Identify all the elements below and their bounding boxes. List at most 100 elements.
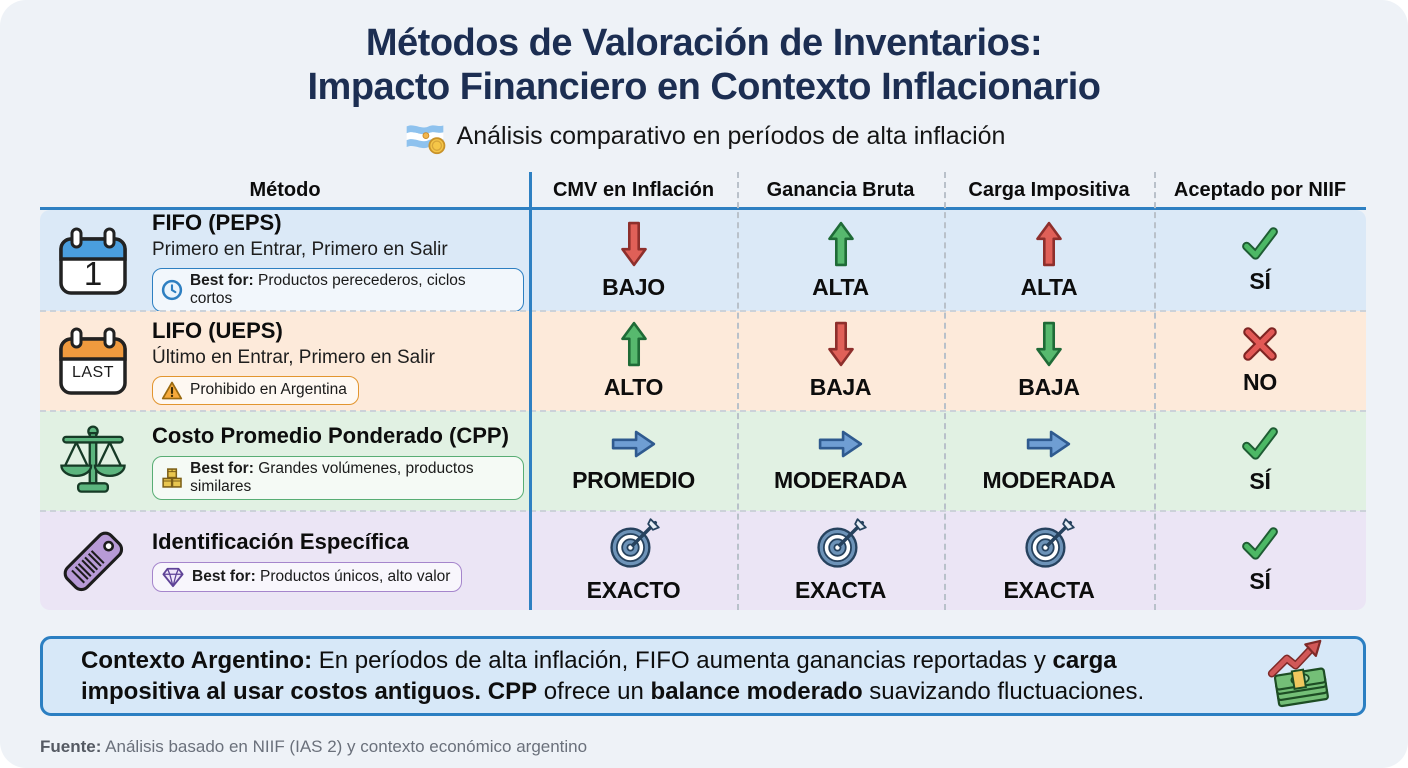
table-cell: SÍ (1154, 411, 1366, 511)
method-subtitle: Primero en Entrar, Primero en Salir (152, 238, 448, 260)
cell-value: ALTA (812, 273, 869, 300)
badge-text: Productos perecederos, ciclos cortos (189, 271, 466, 307)
subtitle-text: Análisis comparativo en períodos de alta… (456, 121, 1006, 150)
arrow-down-red-icon (619, 221, 649, 267)
table-cell: SÍ (1154, 210, 1366, 311)
target-icon (815, 518, 867, 570)
money-growth-icon (1263, 637, 1337, 716)
cell-value: EXACTA (794, 576, 887, 603)
badge-text: Grandes volúmenes, productos similares (190, 459, 474, 495)
table-row-lifo: LAST LIFO (UEPS) Último en Entrar, Prime… (40, 311, 1366, 411)
arrow-up-green-icon (619, 321, 649, 367)
arrow-down-red-icon (826, 321, 856, 367)
calendar-last-icon: LAST (54, 322, 132, 400)
cell-value: BAJA (809, 374, 872, 400)
method-title: Costo Promedio Ponderado (CPP) (152, 422, 509, 448)
method-cell-lifo: LAST LIFO (UEPS) Último en Entrar, Prime… (40, 311, 530, 411)
scale-icon (54, 422, 132, 500)
table-row-cpp: Costo Promedio Ponderado (CPP) Best for:… (40, 411, 1366, 511)
cell-value: MODERADA (773, 467, 908, 493)
prohibido-badge: Prohibido en Argentina (152, 375, 359, 405)
row-divider (40, 310, 1366, 312)
diamond-icon (161, 566, 185, 588)
method-cell-identificacion: Identificación Específica Best for: Prod… (40, 511, 530, 610)
column-divider (1154, 172, 1156, 610)
table-cell: MODERADA (737, 411, 944, 511)
best-for-badge: Best for: Productos perecederos, ciclos … (152, 267, 524, 312)
cell-value: ALTA (1020, 273, 1078, 300)
table-cell: EXACTO (530, 511, 737, 610)
page-title-line2: Impacto Financiero en Contexto Inflacion… (307, 66, 1102, 108)
method-cell-cpp: Costo Promedio Ponderado (CPP) Best for:… (40, 411, 530, 511)
cell-value: SÍ (1249, 567, 1271, 594)
table-cell: BAJA (944, 311, 1154, 411)
table-row-fifo: 1 FIFO (PEPS) Primero en Entrar, Primero… (40, 210, 1366, 312)
cell-value: EXACTA (1003, 576, 1095, 603)
context-line1: Contexto Argentino: En períodos de alta … (81, 647, 1117, 674)
calendar-label: 1 (83, 254, 103, 292)
clock-icon (161, 279, 183, 301)
calendar-first-icon: 1 (54, 222, 132, 300)
table-cell: NO (1154, 311, 1366, 411)
warning-icon (161, 380, 183, 401)
column-divider (737, 172, 739, 610)
table-cell: ALTO (530, 311, 737, 411)
tag-icon (54, 522, 132, 600)
table-cell: EXACTA (944, 511, 1154, 610)
cell-value: NO (1243, 369, 1277, 395)
column-header-metodo: Método (249, 178, 321, 201)
table-cell: BAJO (530, 210, 737, 311)
cell-value: BAJO (602, 273, 665, 300)
row-divider (40, 410, 1366, 412)
table-cell: ALTA (737, 210, 944, 311)
column-divider (944, 172, 946, 610)
arrow-right-blue-icon (818, 428, 864, 460)
table-cell: BAJA (737, 311, 944, 411)
check-icon (1241, 527, 1279, 561)
arrow-up-red-icon (1034, 221, 1064, 267)
arrow-right-blue-icon (1026, 428, 1072, 460)
best-for-badge: Best for: Grandes volúmenes, productos s… (152, 455, 524, 500)
argentina-flag-icon (403, 118, 447, 155)
arrow-down-green-icon (1034, 321, 1064, 367)
best-for-badge: Best for: Productos únicos, alto valor (152, 562, 463, 592)
context-argentino-box: Contexto Argentino: En períodos de alta … (40, 636, 1366, 716)
boxes-icon (161, 466, 183, 490)
badge-text: Prohibido en Argentina (190, 381, 347, 398)
method-title: LIFO (UEPS) (152, 317, 283, 343)
page-title-line1: Métodos de Valoración de Inventarios: (365, 22, 1043, 64)
source-footer: Fuente: Análisis basado en NIIF (IAS 2) … (40, 737, 587, 757)
method-cell-fifo: 1 FIFO (PEPS) Primero en Entrar, Primero… (40, 210, 530, 312)
cell-value: SÍ (1249, 267, 1271, 294)
check-icon (1241, 227, 1279, 261)
context-line2: impositiva al usar costos antiguos. CPP … (81, 678, 1145, 705)
column-header-cmv: CMV en Inflación (552, 178, 715, 201)
arrow-up-green-icon (826, 221, 856, 267)
cell-value: EXACTO (586, 576, 681, 603)
table-cell: EXACTA (737, 511, 944, 610)
target-icon (1023, 518, 1075, 570)
badge-bold: Best for: (189, 271, 254, 289)
arrow-right-blue-icon (611, 428, 657, 460)
badge-text: Productos únicos, alto valor (260, 568, 451, 585)
table-cell: SÍ (1154, 511, 1366, 610)
cell-value: SÍ (1249, 468, 1271, 494)
badge-bold: Best for: (190, 459, 254, 477)
column-header-carga: Carga Impositiva (968, 178, 1130, 201)
method-title: FIFO (PEPS) (152, 210, 282, 235)
cell-value: BAJA (1018, 374, 1080, 400)
calendar-label: LAST (71, 364, 114, 381)
cell-value: PROMEDIO (572, 467, 695, 493)
source-label: Fuente: (40, 737, 102, 756)
badge-bold: Best for: (192, 568, 256, 585)
row-divider (40, 510, 1366, 512)
cross-icon (1242, 326, 1278, 362)
target-icon (608, 518, 660, 570)
table-vertical-divider (529, 172, 532, 610)
cell-value: MODERADA (982, 467, 1116, 493)
table-cell: PROMEDIO (530, 411, 737, 511)
subtitle: Análisis comparativo en períodos de alta… (0, 116, 1408, 156)
method-title: Identificación Específica (152, 529, 409, 554)
column-header-ganancia: Ganancia Bruta (766, 178, 915, 201)
